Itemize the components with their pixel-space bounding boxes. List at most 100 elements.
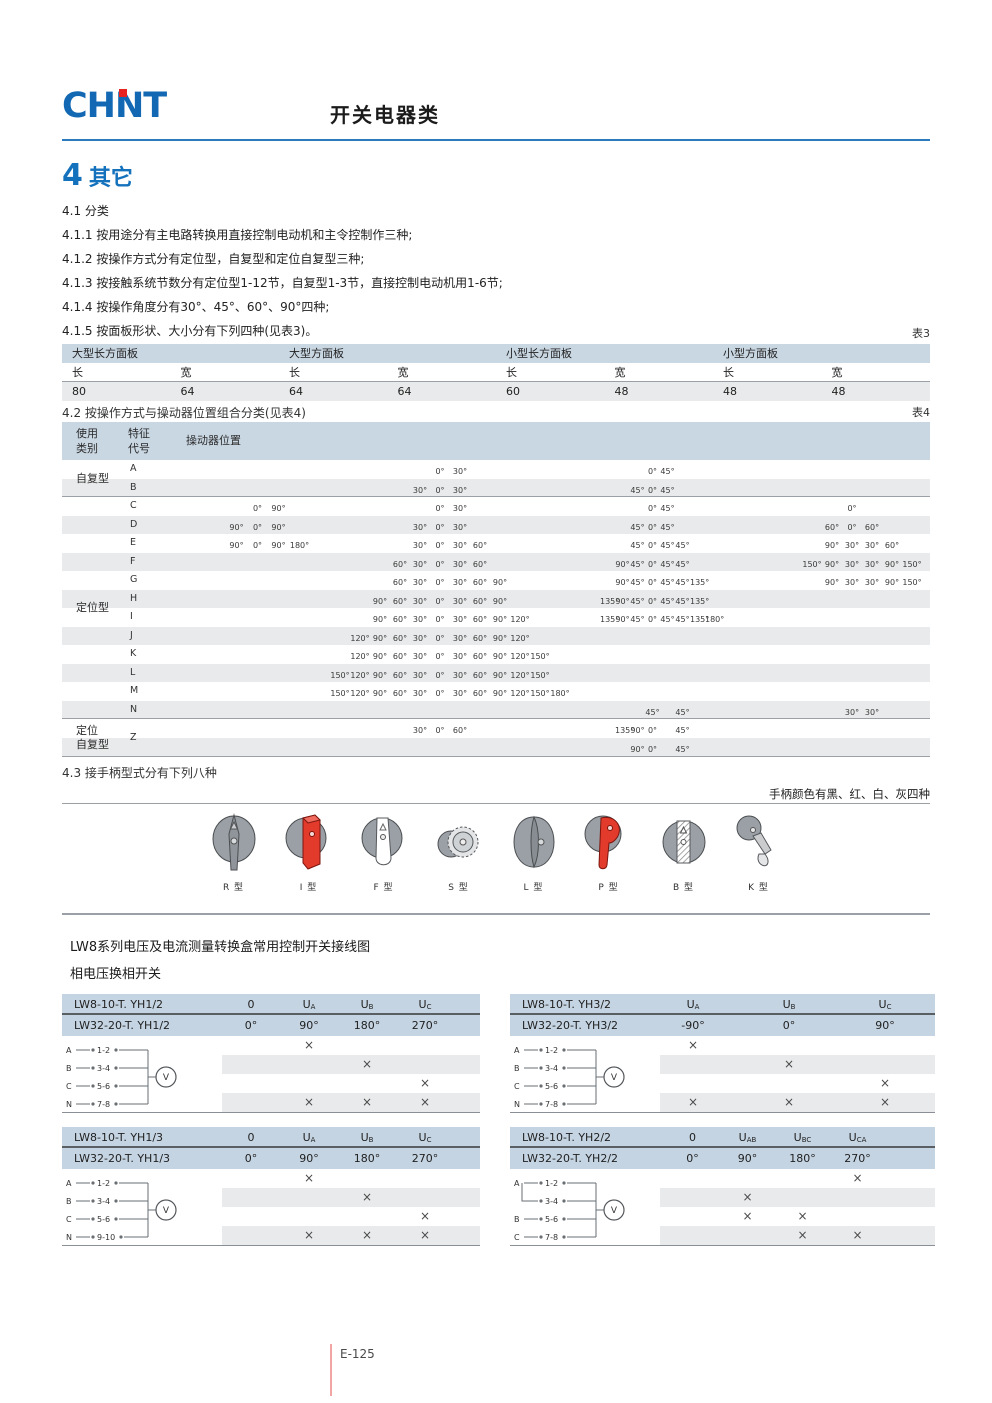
contact-row: × [510,1188,935,1207]
angle-value: 30° [452,578,468,587]
angle-value: 60° [864,522,880,532]
angle-value: 45° [660,615,675,624]
model-name: LW8-10-T. YH3/2 [522,998,612,1011]
table4-row: J 120° 90° 60° 30° 0° 30° 60° 90° 120° [62,626,930,646]
angle-value: 30° [844,559,860,569]
angle-value: 150° [530,670,550,680]
angle-value: 60° [472,670,488,680]
handle-type-label: I 型 [299,883,318,893]
angle-value: 30° [452,504,468,513]
angle-value: 45° [630,559,645,569]
l-handle-icon [512,815,555,869]
position-group: 30° 0° 30° 60° [310,534,570,553]
table4-row: D 90° 0° 90° 30° 0° 30° 45° 0° 45° 60° 0° 60° [62,515,930,534]
angle-value: 90° [630,744,645,754]
cross-mark: × [879,1076,891,1090]
position-group: 120° 90° 60° 30° 0° 30° 60° 90° 120° [310,627,570,646]
angle-value: 90° [372,689,388,698]
panel-type-label: 小型长方面板 [506,347,572,360]
angle-value: 45° [675,615,690,624]
section-4-3: 4.3 接手柄型式分有下列八种 [62,766,217,780]
angle-value: 30° [452,541,468,550]
position-group: 90° 0° 90° 180° [164,534,310,553]
angle-value: 150° [530,689,550,698]
table3-head: 大型长方面板 大型方面板 小型长方面板 小型方面板 [62,344,930,363]
intro-line: 4.1.1 按用途分有主电路转换用直接控制电动机和主令控制作三种; [62,228,413,242]
position-group [720,738,930,757]
angle-value: 30° [452,596,468,606]
cross-mark: × [742,1190,753,1204]
angle-value: 60° [472,689,488,698]
row-stripe [660,1055,935,1074]
angle-header: 90° [737,1152,758,1165]
handle-item: F 型 [354,812,414,893]
angle-value: 60° [452,726,468,735]
angle-header: 0° [782,1019,796,1032]
position-group [570,664,720,683]
angle-value: 150° [330,689,350,698]
column-header: 0 [247,1131,255,1144]
position-group: 90° 60° 30° 0° 30° 60° 90° [310,590,570,609]
angle-value: 60° [472,578,488,587]
dim-value: 48 [723,385,737,398]
angle-value: 90° [372,652,388,661]
angle-value: 60° [392,596,408,606]
angle-value: 0° [435,615,445,624]
svg-text:5-6: 5-6 [97,1215,110,1224]
angle-value: 45° [630,615,645,624]
f-handle-icon [361,817,402,866]
angle-value: 60° [884,541,900,550]
column-header: UA [302,1131,316,1144]
position-group [164,682,310,701]
angle-header: 180° [353,1019,381,1032]
table3-panel-sizes: 大型长方面板 大型方面板 小型长方面板 小型方面板 长 宽 长 宽 长 宽 长 宽 80 64 64 64… [62,344,930,401]
angle-value: 0° [647,615,658,624]
section-title: 4 其它 [62,158,133,193]
angle-value: 90° [630,726,645,735]
section-word: 其它 [88,166,133,191]
wiring-tl: LW8-10-T. YH1/2 0 UA UB UC LW32-20-T. YH1/2 0°… [62,994,480,1113]
dim-label: 宽 [180,366,192,379]
cross-mark: × [303,1095,315,1109]
svg-text:5-6: 5-6 [545,1215,558,1224]
position-group: 30° 30° [720,701,930,719]
column-header: UC [418,998,432,1011]
table4-row: F 60° 30° 0° 30° 60° 90°45° 0° 45°45° 150° 90° 30° 3… [62,552,930,571]
angle-value: 0° [435,578,445,587]
angle-value: 0° [647,578,658,587]
angle-value: 0° [435,485,445,495]
handle-type-label: S 型 [448,883,469,893]
wiring-header-row-2: LW32-20-T. YH1/2 0° 90° 180° 270° [62,1015,480,1036]
angle-value: 30° [452,615,468,624]
intro-line: 4.1 分类 [62,204,109,218]
angle-value: 45° [675,596,690,606]
feature-code: H [130,592,138,604]
position-group [164,719,310,738]
table4-row: I 90° 60° 30° 0° 30° 60° 90° 120° 135°90°45° 0° 45°… [62,608,930,627]
contact-matrix: × × × × × × [510,1169,935,1246]
position-group: 90°45° 0° 45°45°135° [570,571,720,590]
contact-row: × [62,1036,480,1055]
row-stripe [660,1093,935,1112]
cross-mark: × [419,1228,431,1242]
angle-value: 45° [645,707,660,717]
angle-value: 180° [705,615,725,624]
svg-text:7-8: 7-8 [545,1233,558,1242]
angle-value: 120° [510,633,530,643]
position-group [570,627,720,646]
wiring-diagram-bl: A 1-2 B 3-4 C 5-6 N 9-10 V [66,1179,177,1242]
angle-value: 60° [472,596,488,606]
angle-value: 90° [372,615,388,624]
position-group [720,682,930,701]
position-group: 90° 30° 30° 60° [720,534,930,553]
angle-value: 30° [864,707,880,717]
feature-code: C [130,500,137,511]
contact-row: × × × [62,1093,480,1112]
angle-value: 0° [252,541,263,550]
handle-strip-top-rule [62,803,930,804]
angle-value: 0° [847,522,857,532]
position-group: 0° 90° [164,497,310,516]
contact-row: × [62,1074,480,1093]
cross-mark: × [797,1228,808,1242]
table4-head-category: 使用 类别 [76,427,98,455]
